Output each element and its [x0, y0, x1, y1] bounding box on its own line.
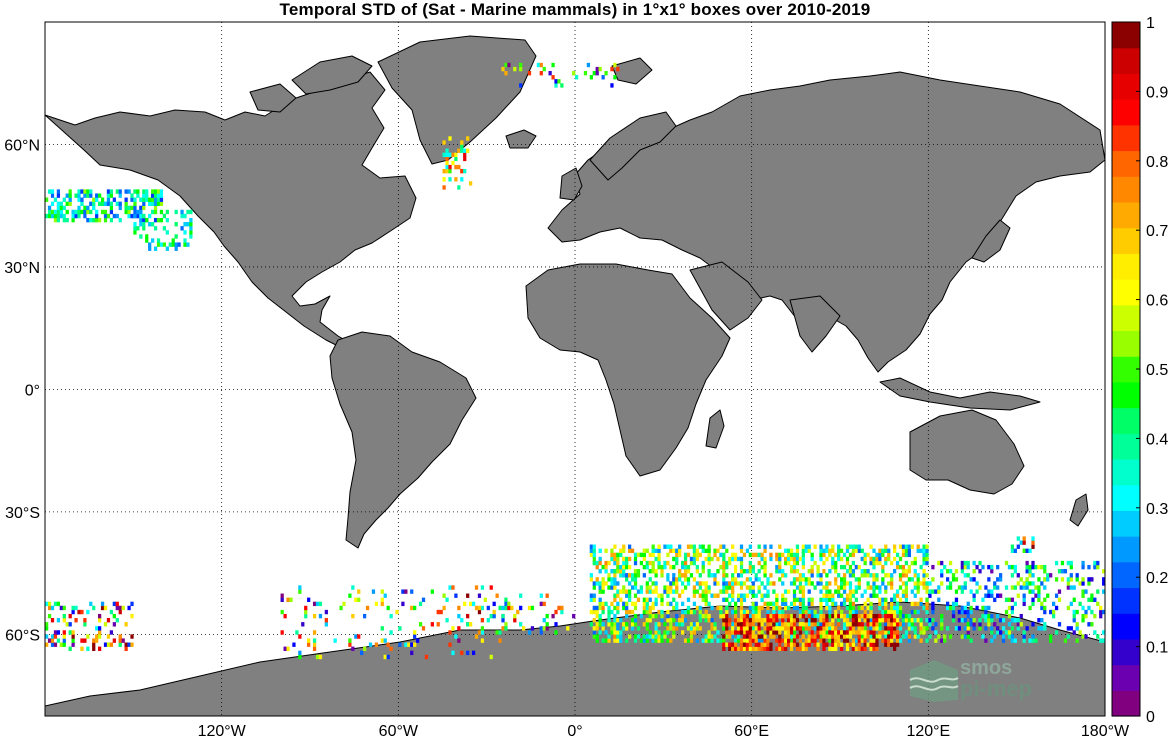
colorbar-segment: [1112, 73, 1140, 100]
colorbar-segment: [1112, 587, 1140, 614]
logo-waves-icon: [909, 660, 959, 702]
land-japan: [971, 219, 1011, 263]
colorbar-segment: [1112, 561, 1140, 589]
map-frame: [44, 21, 1106, 717]
lon-tick-label: 60°W: [379, 723, 419, 738]
lat-tick-label: 0°: [25, 382, 40, 399]
lat-tick-label: 30°N: [4, 260, 40, 277]
colorbar-segment: [1112, 638, 1140, 666]
land-arabia: [689, 261, 763, 331]
land-north-america: [44, 71, 417, 349]
colorbar-segment: [1112, 407, 1140, 434]
land-south-america: [329, 331, 477, 549]
colorbar-tick-label: 0.5: [1146, 362, 1168, 379]
colorbar-segment: [1112, 227, 1140, 254]
colorbar-segment: [1112, 330, 1140, 357]
colorbar-segment: [1112, 176, 1140, 203]
land-madagascar: [705, 409, 725, 449]
longitude-ticks: 120°W 60°W 0° 60°E 120°E 180°W: [198, 723, 1130, 738]
lat-tick-label: 60°N: [4, 137, 40, 154]
colorbar-segment: [1112, 690, 1140, 717]
lon-tick-label: 180°W: [1081, 723, 1130, 738]
colorbar-ticks: 0 0.1 0.2 0.3 0.4 0.5 0.6 0.7 0.8 0.9 1: [1136, 15, 1168, 726]
land-new-zealand: [1069, 493, 1089, 527]
colorbar-tick-label: 0: [1146, 709, 1155, 726]
colorbar-segment: [1112, 22, 1140, 49]
land-uk: [559, 167, 583, 201]
colorbar-segment: [1112, 613, 1140, 640]
colorbar-tick-label: 0.4: [1146, 431, 1168, 448]
colorbar-segment: [1112, 484, 1140, 511]
logo-line2: pi-mep: [960, 676, 1033, 701]
land-africa: [525, 263, 731, 477]
colorbar-tick-label: 0.9: [1146, 84, 1168, 101]
colorbar-tick-label: 0.3: [1146, 501, 1168, 518]
colorbar-tick-label: 0.8: [1146, 154, 1168, 171]
lat-tick-label: 30°S: [5, 505, 40, 522]
colorbar-segment: [1112, 47, 1140, 75]
colorbar-tick-label: 1: [1146, 15, 1155, 32]
colorbar-segment: [1112, 124, 1140, 152]
lon-tick-label: 120°E: [906, 723, 950, 738]
logo-line1: smos: [960, 657, 1013, 679]
colorbar-segment: [1112, 433, 1140, 460]
lon-tick-label: 60°E: [734, 723, 769, 738]
land-greenland: [377, 35, 537, 165]
land-iceland: [505, 129, 537, 149]
std-data-cells: [45, 62, 1106, 660]
colorbar-segment: [1112, 99, 1140, 126]
land-india: [789, 295, 841, 353]
colorbar-tick-label: 0.6: [1146, 293, 1168, 310]
colorbar-segment: [1112, 510, 1140, 537]
map-title: Temporal STD of (Sat - Marine mammals) i…: [279, 0, 871, 19]
colorbar-tick-label: 0.1: [1146, 640, 1168, 657]
land-australia: [909, 409, 1025, 495]
colorbar-segment: [1112, 253, 1140, 280]
lon-tick-label: 120°W: [198, 723, 247, 738]
land-scandinavia: [589, 111, 677, 181]
colorbar-segment: [1112, 279, 1140, 306]
latitude-ticks: 60°N 30°N 0° 30°S 60°S: [4, 137, 40, 644]
colorbar-segment: [1112, 458, 1140, 486]
colorbar-segment: [1112, 536, 1140, 563]
colorbar-segment: [1112, 664, 1140, 691]
colorbar: [1112, 22, 1140, 717]
smos-pimep-logo: smos pi-mep: [908, 656, 1032, 709]
colorbar-segment: [1112, 150, 1140, 177]
colorbar-tick-label: 0.2: [1146, 570, 1168, 587]
colorbar-segment: [1112, 381, 1140, 409]
lat-tick-label: 60°S: [5, 627, 40, 644]
graticule: [45, 22, 1105, 716]
colorbar-segment: [1112, 201, 1140, 229]
land-svalbard: [611, 57, 653, 85]
colorbar-tick-label: 0.7: [1146, 223, 1168, 240]
colorbar-segment: [1112, 304, 1140, 332]
land-arctic-islands: [291, 55, 373, 95]
lon-tick-label: 0°: [567, 723, 582, 738]
colorbar-segment: [1112, 356, 1140, 383]
